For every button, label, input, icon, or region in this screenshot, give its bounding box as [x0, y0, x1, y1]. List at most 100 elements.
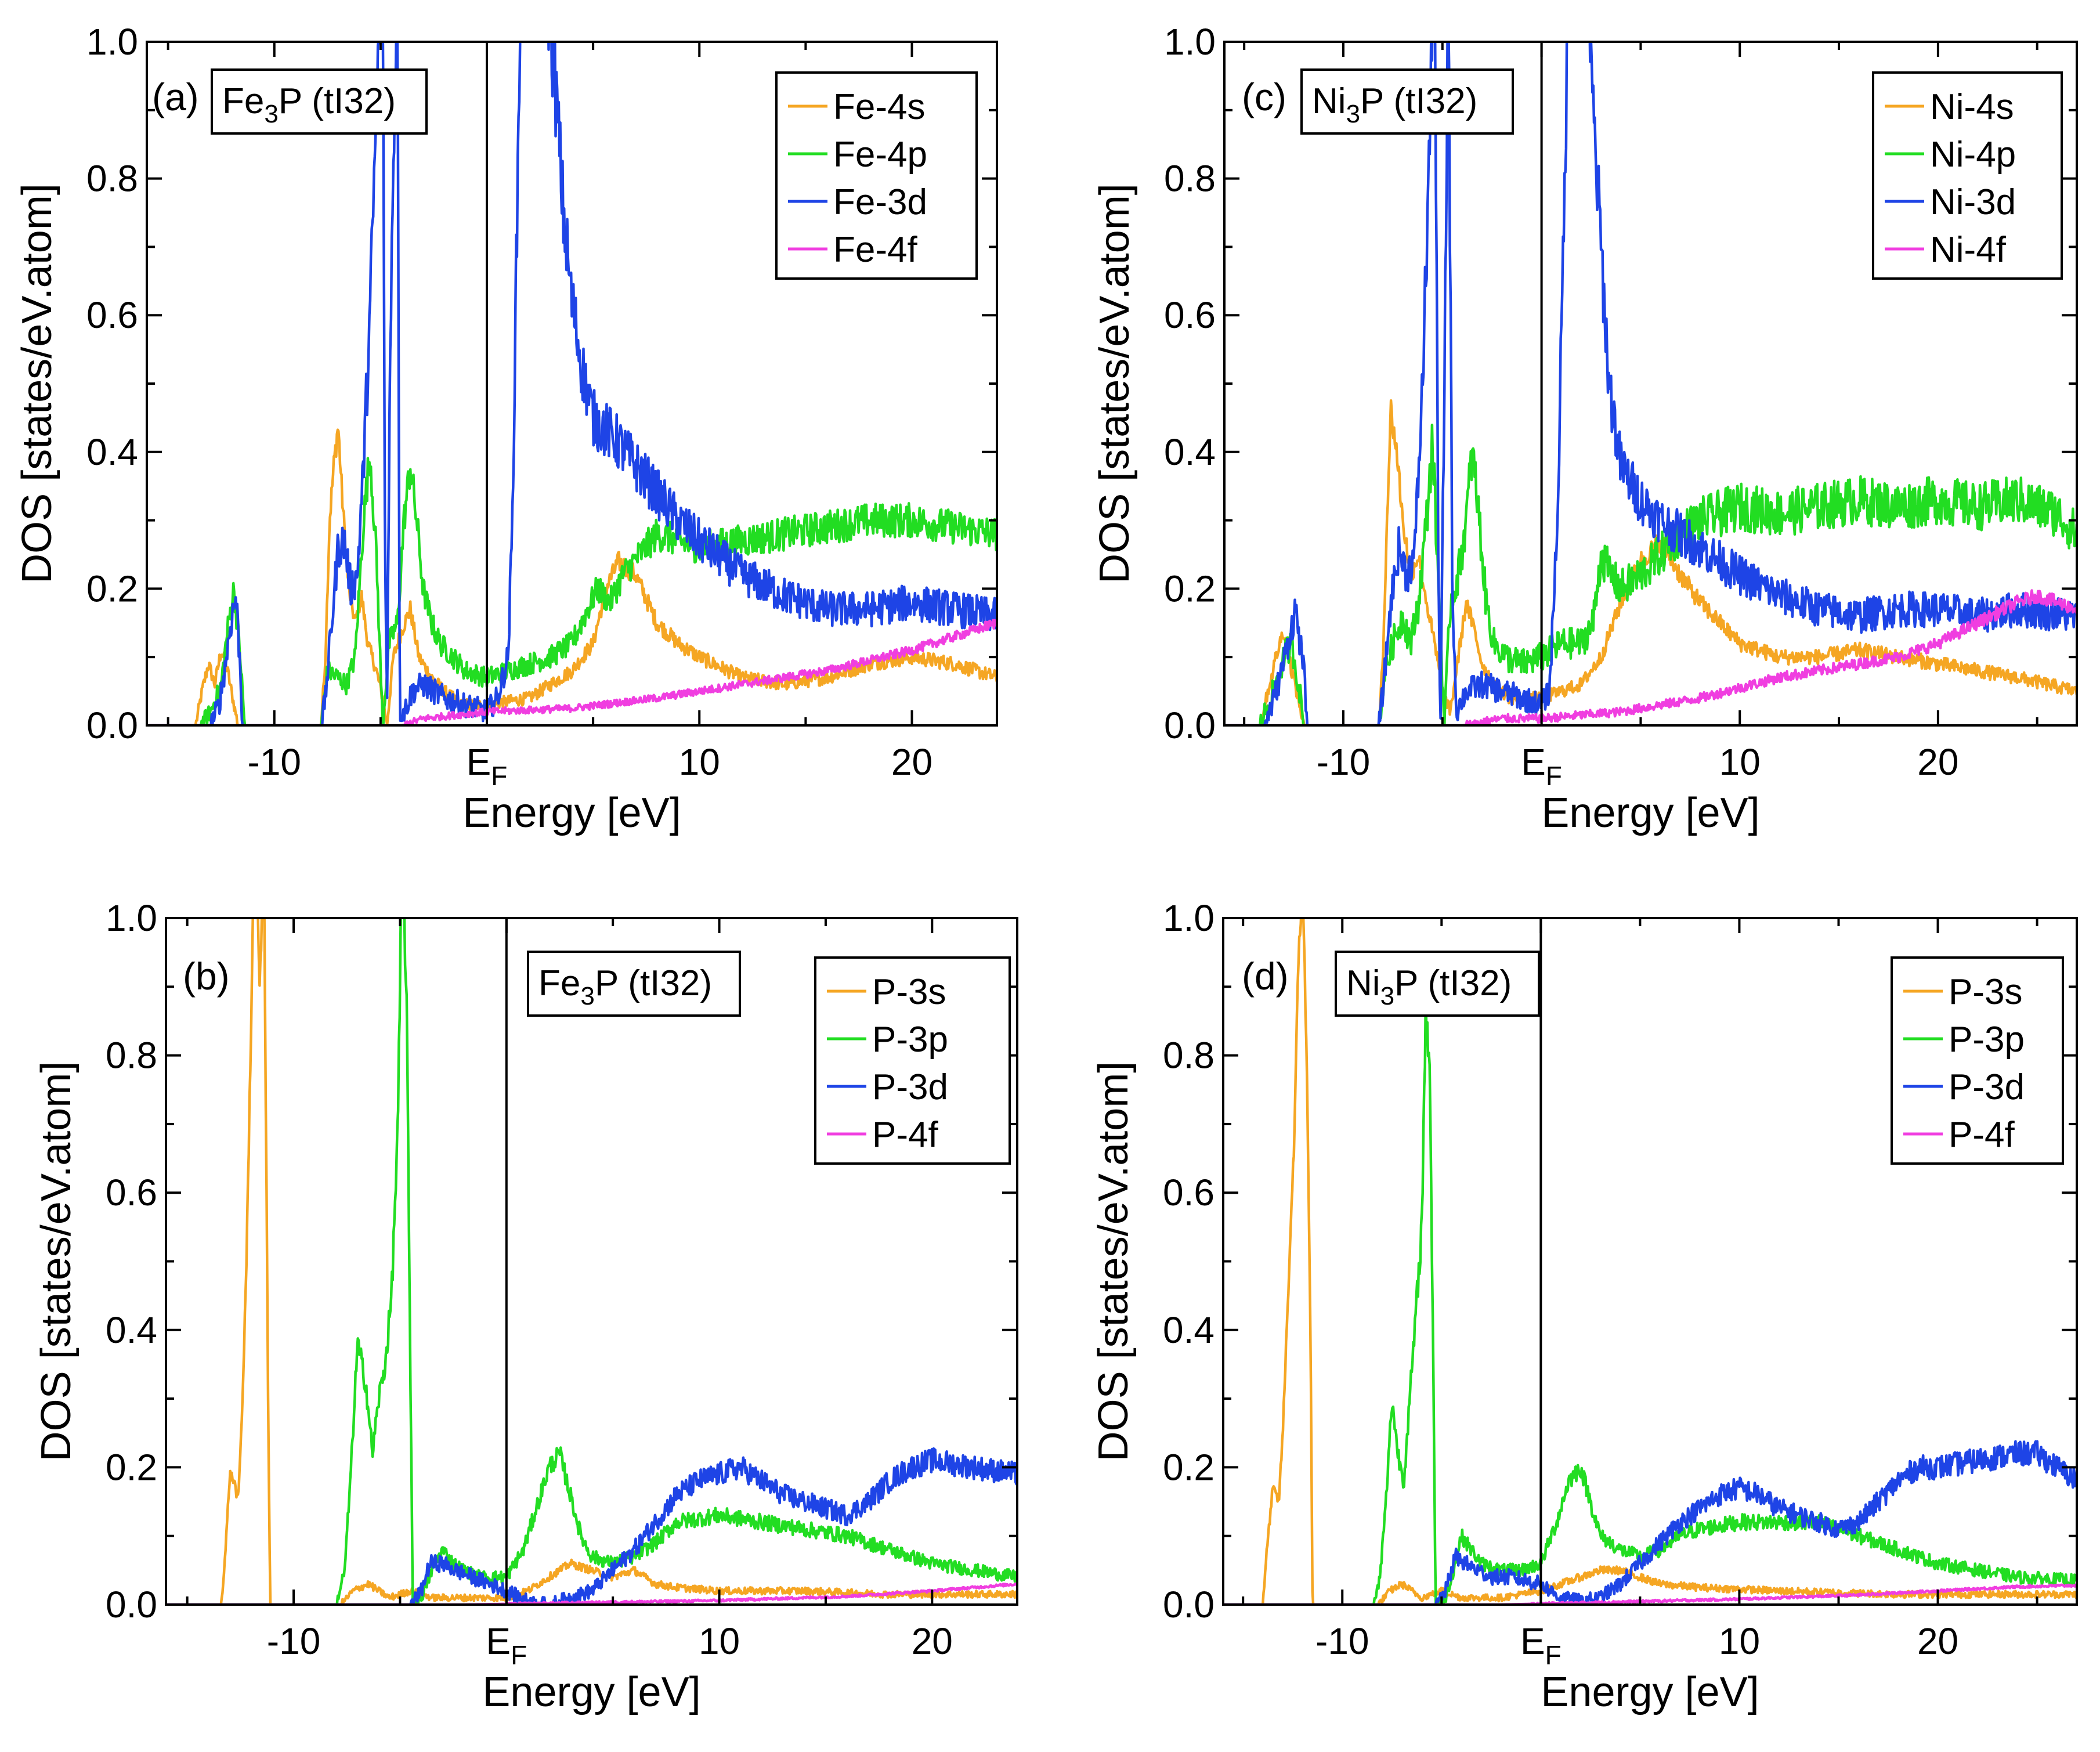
x-tick-label: 10	[679, 741, 720, 783]
y-axis-label: DOS [states/eV.atom]	[1090, 1061, 1137, 1462]
legend-entry: Ni-4p	[1930, 135, 2016, 175]
x-tick-label: -10	[267, 1620, 321, 1662]
series-group	[1223, 918, 2077, 1605]
y-tick-label: 1.0	[1163, 897, 1215, 939]
y-tick-label: 0.8	[1163, 1035, 1215, 1077]
series-line-ni-4f	[1224, 589, 2077, 725]
legend-entry: P-3p	[1949, 1020, 2025, 1060]
y-tick-label: 0.8	[106, 1035, 157, 1077]
series-line-fe-4s	[147, 428, 997, 725]
x-tick-label-sub: F	[491, 761, 507, 791]
x-axis-label: Energy [eV]	[482, 1669, 700, 1715]
x-tick-label-sub: F	[1545, 1640, 1562, 1670]
x-tick-label: 10	[699, 1620, 740, 1662]
legend-entry: Fe-4s	[833, 87, 925, 127]
material-box	[1300, 68, 1514, 135]
material-box	[527, 951, 741, 1017]
legend-entry: P-3p	[872, 1020, 948, 1060]
y-tick-label: 0.4	[1164, 431, 1216, 473]
y-tick-label: 0.4	[106, 1309, 157, 1351]
series-line-p-3s	[1223, 918, 2077, 1605]
y-tick-label: 0.2	[106, 1446, 157, 1488]
y-tick-label: 0.4	[1163, 1309, 1215, 1351]
series-line-p-4f	[1223, 1583, 2077, 1605]
x-tick-label: EF	[1521, 741, 1562, 791]
series-group	[166, 918, 1017, 1605]
y-axis-label: DOS [states/eV.atom]	[33, 1061, 79, 1462]
x-tick-label: EF	[486, 1620, 527, 1670]
y-tick-label: 0.2	[1163, 1446, 1215, 1488]
y-tick-label: 0.2	[1164, 568, 1216, 609]
x-axis-label: Energy [eV]	[1541, 1669, 1759, 1715]
y-tick-label: 0.0	[1163, 1584, 1215, 1625]
legend-entry: P-3s	[872, 972, 946, 1012]
legend-entry: P-3d	[872, 1067, 948, 1107]
y-tick-label: 0.6	[86, 294, 138, 336]
x-tick-label: -10	[1315, 1620, 1369, 1662]
x-tick-label: 20	[1917, 1620, 1958, 1662]
series-line-ni-3d	[1224, 42, 2077, 725]
series-line-p-3d	[166, 1447, 1017, 1605]
panel-b: -10 EF 10 20 0.0 0.2 0.4 0.6 0.8 1.0 Energy [eV] DO…	[33, 897, 1018, 1715]
x-tick-label: 20	[891, 741, 932, 783]
series-line-p-3s	[166, 918, 1017, 1605]
series-group	[1224, 42, 2077, 725]
y-tick-label: 0.8	[1164, 158, 1216, 200]
y-tick-label: 0.6	[106, 1172, 157, 1213]
y-tick-label: 0.2	[86, 568, 138, 609]
series-line-fe-4p	[147, 457, 997, 725]
material-label: Fe3P (tI32)	[222, 81, 396, 128]
panel-label: (d)	[1242, 955, 1289, 998]
legend-entry: P-4f	[1949, 1115, 2015, 1155]
series-line-p-3p	[166, 918, 1017, 1605]
x-tick-label: -10	[1317, 741, 1371, 783]
panel-label: (b)	[183, 955, 230, 998]
panel-d: -10 EF 10 20 0.0 0.2 0.4 0.6 0.8 1.0 Energy [eV] DO…	[1090, 897, 2078, 1715]
x-tick-label-sub: F	[1546, 761, 1562, 791]
legend-entry: Ni-3d	[1930, 182, 2016, 222]
legend-entry: Fe-4f	[833, 230, 917, 270]
panel-a: -10 EF 10 20 0.0 0.2 0.4 0.6 0.8 1.0 Energy [eV] DO…	[14, 21, 998, 836]
material-label: Fe3P (tI32)	[538, 963, 712, 1010]
y-tick-label: 0.0	[86, 705, 138, 746]
legend-entry: P-4f	[872, 1115, 938, 1155]
x-axis-label: Energy [eV]	[1541, 790, 1759, 836]
panel-label: (c)	[1242, 75, 1286, 118]
x-tick-label: 10	[1719, 1620, 1760, 1662]
y-tick-label: 0.6	[1164, 294, 1216, 336]
x-tick-label: 20	[912, 1620, 953, 1662]
legend-entry: P-3s	[1949, 972, 2022, 1012]
y-tick-label: 0.8	[86, 158, 138, 200]
legend-entry: Fe-4p	[833, 135, 927, 175]
y-tick-label: 1.0	[86, 21, 138, 63]
series-line-p-3p	[1223, 992, 2077, 1605]
legend-entry: Ni-4f	[1930, 230, 2007, 270]
legend-entry: Fe-3d	[833, 182, 927, 222]
series-line-p-3d	[1223, 1440, 2077, 1605]
y-tick-label: 0.0	[1164, 705, 1216, 746]
x-tick-label: EF	[1520, 1620, 1562, 1670]
material-label: Ni3P (tI32)	[1312, 81, 1477, 128]
y-tick-label: 0.0	[106, 1584, 157, 1625]
y-tick-label: 1.0	[1164, 21, 1216, 63]
y-tick-label: 0.4	[86, 431, 138, 473]
legend-entry: P-3d	[1949, 1067, 2025, 1107]
legend-entry: Ni-4s	[1930, 87, 2014, 127]
series-line-fe-4f	[147, 619, 997, 725]
series-line-fe-3d	[147, 42, 997, 725]
x-tick-label: 20	[1917, 741, 1958, 783]
panel-c: -10 EF 10 20 0.0 0.2 0.4 0.6 0.8 1.0 Energy [eV] DO…	[1091, 21, 2078, 836]
x-axis-label: Energy [eV]	[462, 790, 681, 836]
material-box	[211, 68, 428, 135]
series-line-p-4f	[166, 1582, 1017, 1605]
panel-label: (a)	[152, 75, 199, 118]
y-tick-label: 0.6	[1163, 1172, 1215, 1213]
series-group	[147, 42, 997, 725]
x-tick-label-sub: F	[511, 1640, 527, 1670]
series-line-ni-4p	[1224, 423, 2077, 725]
x-tick-label: 10	[1719, 741, 1761, 783]
y-tick-label: 1.0	[106, 897, 157, 939]
x-tick-label: EF	[467, 741, 508, 791]
x-tick-label: -10	[248, 741, 302, 783]
